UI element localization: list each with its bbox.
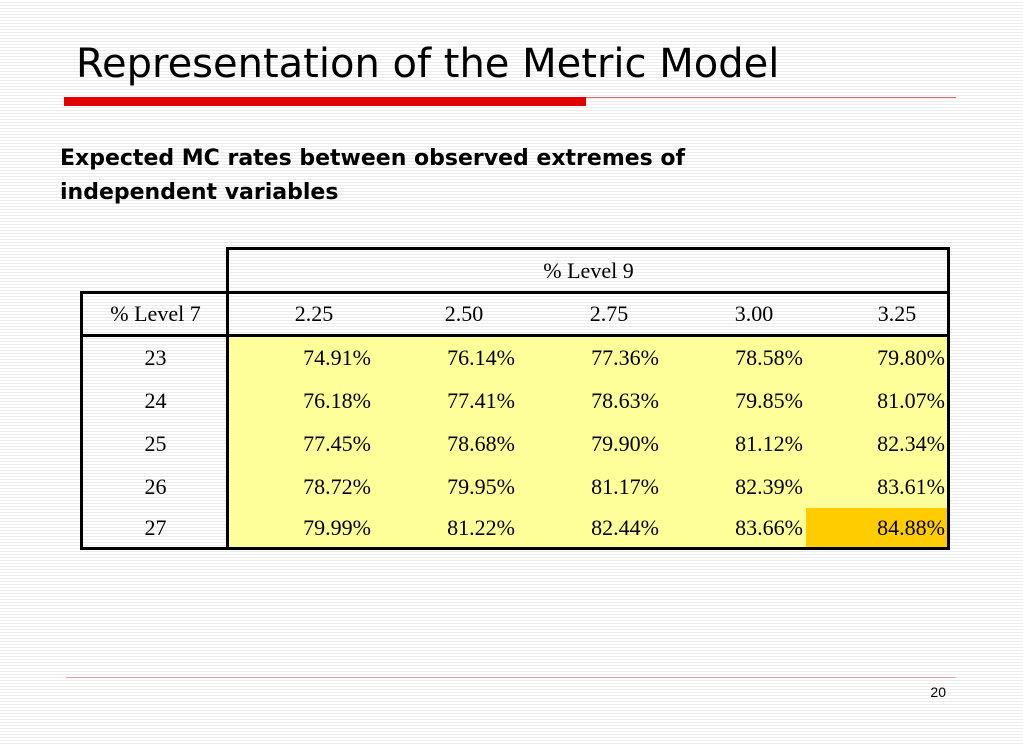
table-cell: 74.91% xyxy=(303,345,371,370)
table-cell: 79.95% xyxy=(447,473,515,499)
column-header: 2.75 xyxy=(589,301,629,326)
row-header-label: % Level 7 xyxy=(110,301,201,326)
table-cell: 79.85% xyxy=(735,387,803,413)
table-cell: 83.66% xyxy=(735,514,803,540)
row-label: 23 xyxy=(144,345,167,370)
table-cell-max: 84.88% xyxy=(877,514,945,540)
table-border xyxy=(226,247,229,550)
page-number: 20 xyxy=(930,684,946,700)
table-border xyxy=(80,547,950,550)
row-label: 27 xyxy=(144,514,167,540)
table-cell: 82.34% xyxy=(877,430,945,456)
slide-title: Representation of the Metric Model xyxy=(76,41,780,87)
table-cell: 77.36% xyxy=(591,345,659,370)
table-border xyxy=(80,291,950,294)
table-cell: 79.80% xyxy=(877,345,945,370)
subtitle-line: independent variables xyxy=(60,180,339,205)
table-cell: 77.41% xyxy=(447,387,515,413)
footer-divider xyxy=(66,677,956,678)
column-header: 3.00 xyxy=(734,301,774,326)
title-accent-bar xyxy=(64,97,586,106)
column-header: 2.50 xyxy=(444,301,484,326)
table-cell: 78.58% xyxy=(735,345,803,370)
table-cell: 77.45% xyxy=(303,430,371,456)
table-border xyxy=(80,334,950,337)
max-value-highlight xyxy=(806,508,948,547)
title-divider xyxy=(586,97,956,98)
column-group-header: % Level 9 xyxy=(543,258,634,283)
row-label: 26 xyxy=(144,473,167,499)
table-cell: 79.99% xyxy=(303,514,371,540)
column-header: 3.25 xyxy=(877,301,917,326)
table-cell: 82.44% xyxy=(591,514,659,540)
column-header: 2.25 xyxy=(294,301,334,326)
row-label: 25 xyxy=(144,430,167,456)
table-cell: 76.18% xyxy=(303,387,371,413)
table-border xyxy=(947,247,950,550)
table-cell: 79.90% xyxy=(591,430,659,456)
table-cell: 78.63% xyxy=(591,387,659,413)
table-cell: 81.17% xyxy=(591,473,659,499)
row-label: 24 xyxy=(144,387,167,413)
table-cell: 78.72% xyxy=(303,473,371,499)
table-border xyxy=(226,247,950,250)
slide-subtitle: Expected MC rates between observed extre… xyxy=(60,142,920,210)
table-cell: 81.22% xyxy=(447,514,515,540)
table-border xyxy=(80,291,83,550)
table-cell: 81.07% xyxy=(877,387,945,413)
table-cell: 81.12% xyxy=(735,430,803,456)
table-cell: 82.39% xyxy=(735,473,803,499)
table-cell: 76.14% xyxy=(447,345,515,370)
subtitle-line: Expected MC rates between observed extre… xyxy=(60,146,686,171)
table-cell: 78.68% xyxy=(447,430,515,456)
table-cell: 83.61% xyxy=(877,473,945,499)
